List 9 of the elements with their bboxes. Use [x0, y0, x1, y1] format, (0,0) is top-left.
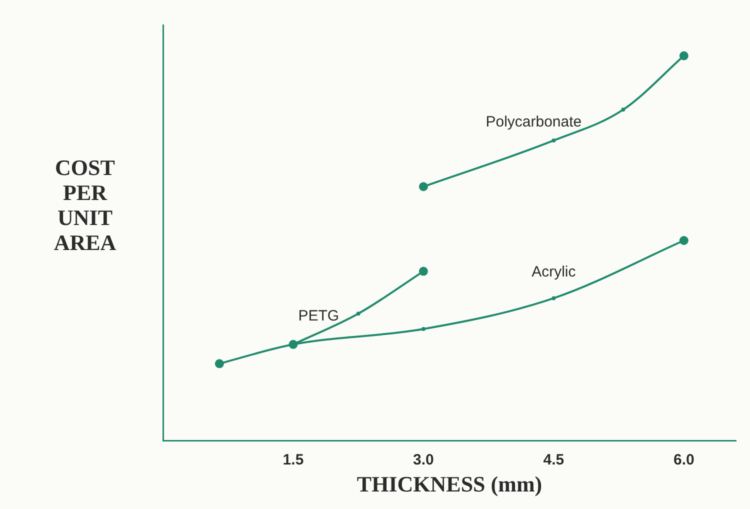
x-tick-label: 3.0	[413, 452, 434, 469]
x-tick-label: 6.0	[673, 452, 694, 469]
x-tick-label: 1.5	[282, 452, 304, 469]
x-tick-label: 4.5	[543, 452, 564, 469]
y-axis-title: COST PER UNIT AREA	[52, 155, 118, 255]
x-axis-title: THICKNESS (mm)	[356, 471, 542, 496]
series-label: Polycarbonate	[486, 114, 582, 131]
series-label: PETG	[298, 308, 340, 325]
series-label: Acrylic	[532, 263, 576, 280]
